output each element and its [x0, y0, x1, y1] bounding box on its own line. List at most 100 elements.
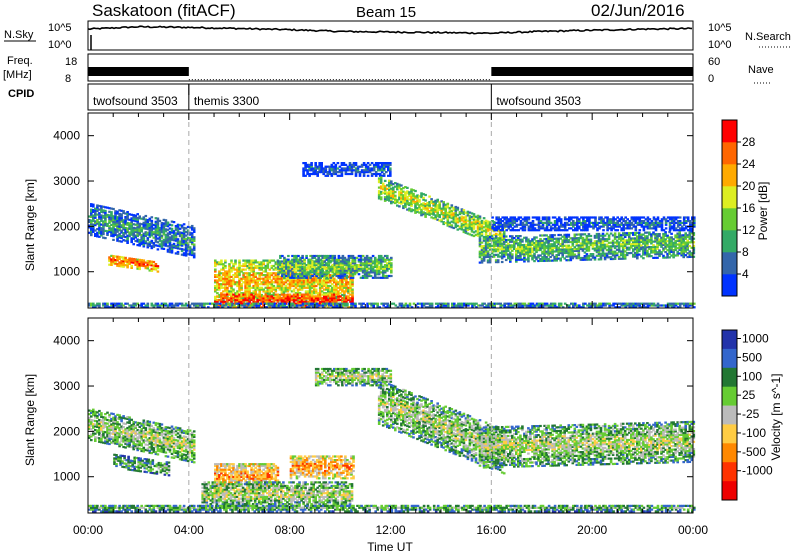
echo-cell-7 [509, 258, 512, 261]
echo-cell-1 [136, 265, 139, 268]
echo-cell-4 [390, 267, 393, 270]
echo-cell-2 [236, 275, 239, 278]
echo-cell-1 [110, 254, 113, 257]
echo-cell-7 [567, 235, 571, 238]
echo-cell-6 [466, 225, 470, 228]
echo-cell-2 [258, 279, 261, 282]
echo-cell-7 [660, 242, 663, 245]
echo-cell-2 [298, 288, 302, 291]
echo-cell-2 [274, 266, 278, 269]
echo-cell-7 [640, 235, 643, 238]
echo-cell-3 [252, 300, 255, 303]
echo-cell-6 [390, 182, 393, 185]
echo-cell-6 [402, 201, 405, 204]
echo-cell-7 [494, 259, 498, 262]
echo-cell-0 [182, 223, 186, 226]
echo-cell-4 [305, 274, 308, 278]
echo-cell-7 [555, 237, 558, 240]
echo-cell-7 [587, 245, 591, 248]
echo-cell-7 [634, 239, 637, 242]
echo-cell-2 [314, 281, 318, 284]
echo-cell-7 [565, 241, 568, 244]
echo-cell-7 [607, 236, 611, 239]
echo-cell-3 [322, 293, 326, 296]
echo-cell-2 [268, 283, 272, 286]
echo-cell-0 [136, 227, 139, 230]
echo-cell-2 [341, 279, 344, 282]
echo-cell-3 [308, 300, 312, 303]
echo-cell-0 [150, 247, 154, 250]
echo-cell-6 [424, 206, 427, 209]
echo-cell-0 [142, 221, 146, 224]
echo-cell-7 [549, 245, 552, 248]
echo-cell-2 [266, 284, 270, 288]
echo-cell-4 [353, 273, 357, 276]
echo-cell-6 [383, 192, 387, 195]
echo-cell-4 [337, 271, 341, 274]
echo-cell-6 [462, 210, 466, 214]
echo-cell-7 [509, 238, 512, 242]
echo-cell-4 [281, 267, 284, 270]
echo-cell-2 [236, 268, 239, 271]
echo-cell-4 [301, 256, 304, 259]
echo-cell-2 [306, 277, 310, 280]
echo-cell-1 [116, 259, 119, 262]
echo-cell-2 [224, 288, 227, 291]
echo-cell-7 [541, 241, 544, 244]
echo-cell-4 [339, 256, 343, 259]
echo-cell-6 [420, 196, 423, 199]
echo-cell-4 [351, 269, 355, 272]
echo-cell-0 [116, 221, 119, 224]
echo-cell-7 [502, 251, 506, 254]
echo-cell-2 [232, 283, 235, 286]
echo-cell-5 [366, 165, 370, 168]
echo-cell-7 [515, 253, 518, 256]
echo-cell-7 [577, 246, 581, 249]
echo-cell-4 [333, 269, 337, 272]
echo-cell-3 [329, 293, 332, 296]
echo-cell-4 [331, 265, 335, 268]
echo-cell-1 [120, 265, 123, 268]
echo-cell-7 [642, 246, 645, 249]
echo-cell-5 [348, 165, 352, 168]
echo-cell-3 [222, 297, 225, 300]
echo-cell-2 [264, 290, 268, 293]
echo-cell-7 [527, 242, 530, 245]
echo-cell-4 [291, 271, 294, 274]
echo-cell-1 [140, 260, 143, 264]
echo-cell-7 [478, 245, 482, 248]
echo-cell-4 [319, 264, 322, 267]
echo-cell-7 [486, 261, 490, 264]
echo-cell-2 [258, 268, 261, 271]
echo-cell-4 [277, 262, 280, 265]
echo-cell-2 [341, 299, 344, 302]
echo-cell-7 [567, 259, 571, 262]
echo-cell-4 [281, 260, 284, 263]
echo-cell-7 [583, 247, 587, 250]
echo-cell-2 [310, 292, 314, 295]
echo-cell-2 [228, 275, 231, 278]
echo-cell-0 [114, 224, 117, 227]
echo-cell-1 [118, 255, 121, 259]
echo-cell-2 [216, 261, 219, 264]
echo-cell-4 [283, 265, 286, 268]
echo-cell-4 [303, 269, 306, 272]
echo-cell-7 [517, 258, 520, 261]
echo-cell-0 [150, 228, 154, 232]
echo-cell-6 [377, 179, 381, 182]
echo-cell-1 [136, 262, 139, 265]
echo-cell-6 [412, 209, 415, 212]
echo-cell-4 [347, 256, 351, 259]
echo-cell-7 [563, 239, 566, 242]
echo-cell-1 [156, 266, 160, 270]
echo-cell-0 [126, 230, 129, 234]
echo-cell-0 [184, 245, 188, 248]
echo-cell-2 [306, 284, 310, 288]
echo-cell-5 [344, 172, 348, 176]
echo-cell-2 [214, 295, 217, 298]
echo-cell-4 [309, 264, 312, 267]
echo-cell-0 [140, 230, 143, 233]
echo-cell-4 [353, 260, 357, 263]
echo-cell-4 [305, 254, 308, 258]
echo-cell-7 [547, 239, 550, 242]
